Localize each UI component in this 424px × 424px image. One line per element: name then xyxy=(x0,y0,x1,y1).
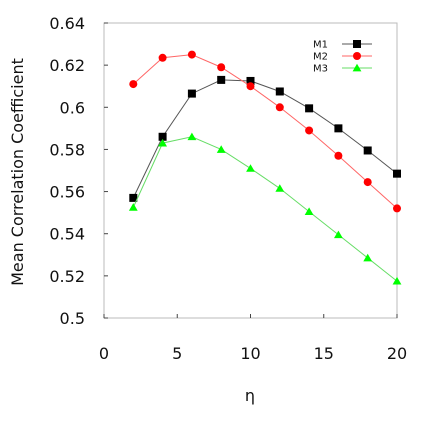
data-point xyxy=(158,138,167,147)
series-line xyxy=(132,79,398,199)
data-point xyxy=(158,53,167,62)
data-point xyxy=(334,124,343,133)
data-point xyxy=(216,145,226,153)
data-point xyxy=(305,126,314,135)
legend-label: M1 xyxy=(313,40,328,51)
legend-marker xyxy=(353,40,361,48)
x-tick-label: 10 xyxy=(240,344,260,363)
data-point xyxy=(217,63,226,72)
data-point xyxy=(187,132,197,141)
data-point xyxy=(129,80,138,89)
data-point xyxy=(363,178,372,187)
y-tick-label: 0.58 xyxy=(49,140,85,159)
data-point xyxy=(334,151,343,160)
data-point xyxy=(305,104,314,113)
data-point xyxy=(246,76,255,85)
y-tick-label: 0.5 xyxy=(60,309,85,328)
data-point xyxy=(187,50,196,59)
legend-marker xyxy=(353,52,361,60)
series-m3 xyxy=(128,132,402,285)
data-point xyxy=(246,82,255,91)
y-tick-label: 0.64 xyxy=(49,14,85,33)
data-point xyxy=(246,164,255,172)
data-point xyxy=(129,193,138,202)
data-point xyxy=(392,276,402,285)
data-point xyxy=(275,103,284,112)
y-axis: 0.5 0.52 0.54 0.56 0.58 0.6 0.62 0.64 xyxy=(49,14,108,328)
y-tick-label: 0.6 xyxy=(60,98,85,117)
series-line xyxy=(132,136,398,282)
data-point xyxy=(187,89,196,98)
data-point xyxy=(275,184,285,192)
legend-item-m3: M3 xyxy=(313,64,372,75)
data-point xyxy=(128,203,138,211)
y-tick-label: 0.62 xyxy=(49,56,85,75)
data-point xyxy=(217,75,226,84)
x-tick-label: 20 xyxy=(387,344,407,363)
series-m1 xyxy=(129,75,401,202)
x-tick-label: 5 xyxy=(172,344,182,363)
data-point xyxy=(363,146,372,155)
legend-label: M2 xyxy=(313,52,328,63)
data-point xyxy=(158,132,167,141)
x-tick-label: 0 xyxy=(99,344,109,363)
data-point xyxy=(393,204,401,213)
data-point xyxy=(275,87,284,96)
x-tick-label: 15 xyxy=(314,344,334,363)
legend-item-m1: M1 xyxy=(313,40,372,51)
series-layer xyxy=(128,50,402,285)
y-tick-label: 0.56 xyxy=(49,183,85,202)
x-axis-label: η xyxy=(245,386,255,405)
x-axis: 0 5 10 15 20 xyxy=(99,314,407,363)
series-m2 xyxy=(129,50,401,213)
data-point xyxy=(393,169,401,178)
data-point xyxy=(304,207,314,215)
series-line xyxy=(132,54,398,209)
y-tick-label: 0.52 xyxy=(49,267,85,286)
data-point xyxy=(334,230,343,239)
legend-item-m2: M2 xyxy=(313,52,372,63)
data-point xyxy=(363,253,373,262)
legend-label: M3 xyxy=(313,64,328,75)
legend-marker xyxy=(352,63,362,72)
y-axis-label: Mean Correlation Coefficient xyxy=(8,58,27,286)
y-tick-label: 0.54 xyxy=(49,225,85,244)
